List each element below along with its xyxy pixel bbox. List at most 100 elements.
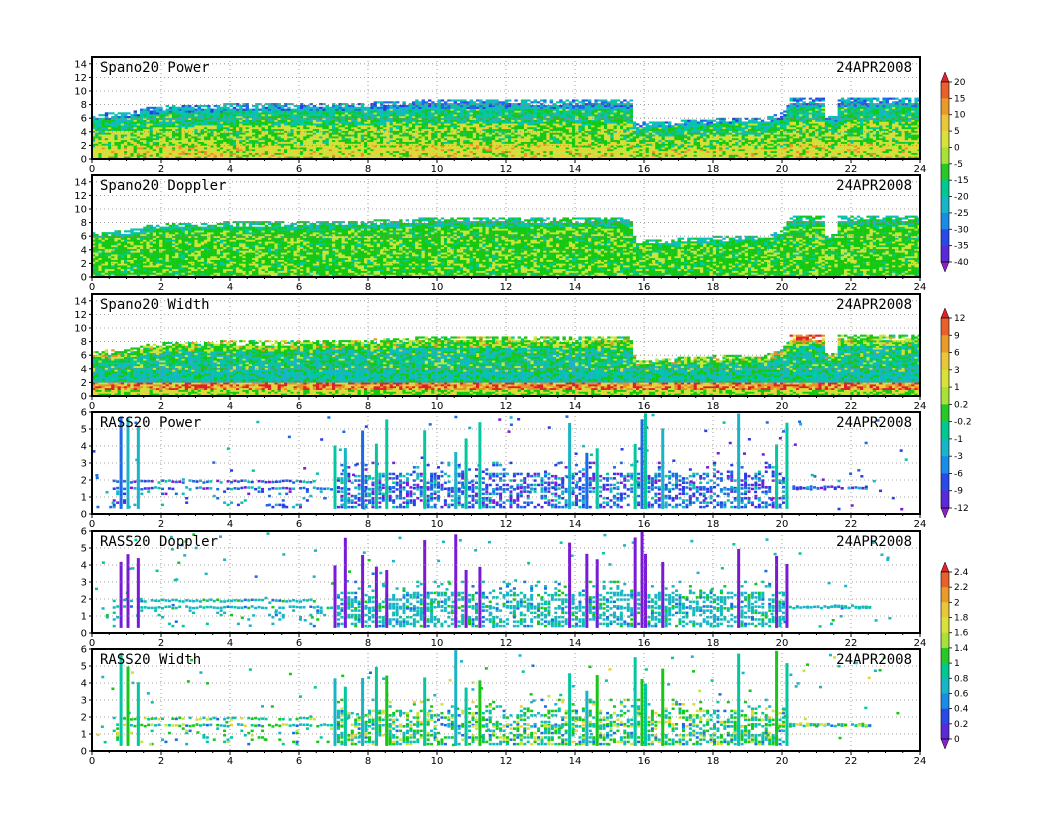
data-cell	[482, 123, 485, 125]
data-cell	[486, 132, 489, 134]
data-cell	[562, 147, 565, 149]
data-cell	[543, 153, 546, 155]
data-cell	[438, 134, 441, 136]
data-cell	[492, 153, 495, 155]
data-cell	[604, 99, 607, 101]
data-cell	[473, 151, 476, 153]
data-cell	[351, 151, 354, 153]
data-cell	[146, 110, 149, 112]
data-cell	[274, 123, 277, 125]
data-cell	[313, 129, 316, 131]
data-cell	[150, 140, 153, 142]
data-cell	[514, 142, 517, 144]
data-cell	[204, 155, 207, 157]
data-cell	[166, 127, 169, 129]
data-cell	[460, 121, 463, 123]
data-cell	[313, 131, 316, 133]
data-cell	[623, 109, 626, 111]
data-cell	[326, 112, 329, 114]
data-cell	[438, 109, 441, 111]
data-cell	[521, 121, 524, 123]
data-cell	[268, 132, 271, 134]
data-cell	[306, 155, 309, 157]
data-cell	[463, 105, 466, 107]
data-cell	[578, 149, 581, 151]
data-cell	[409, 125, 412, 127]
panel-spano20-power: 0 2 4 6 8 10 12 14 16 18 20 22 2402468101214 Spano20 …	[74, 57, 926, 175]
data-cell	[306, 149, 309, 151]
data-cell	[249, 118, 252, 120]
data-cell	[246, 107, 249, 109]
data-cell	[345, 155, 348, 157]
data-cell	[466, 136, 469, 138]
data-cell	[543, 129, 546, 131]
data-cell	[390, 136, 393, 138]
data-cell	[354, 123, 357, 125]
data-cell	[252, 116, 255, 118]
data-cell	[633, 149, 636, 151]
data-cell	[534, 155, 537, 157]
data-cell	[514, 99, 517, 101]
data-cell	[489, 140, 492, 142]
data-cell	[604, 110, 607, 112]
data-cell	[495, 107, 498, 109]
data-cell	[210, 114, 213, 116]
data-cell	[466, 112, 469, 114]
data-cell	[281, 127, 284, 129]
data-cell	[569, 145, 572, 147]
data-cell	[226, 140, 229, 142]
data-cell	[594, 107, 597, 109]
data-cell	[354, 138, 357, 140]
data-cell	[361, 107, 364, 109]
data-cell	[607, 151, 610, 153]
data-cell	[489, 116, 492, 118]
data-cell	[313, 123, 316, 125]
data-cell	[514, 107, 517, 109]
data-cell	[633, 155, 636, 157]
data-cell	[489, 109, 492, 111]
data-cell	[348, 116, 351, 118]
data-cell	[258, 151, 261, 153]
data-cell	[342, 136, 345, 138]
data-cell	[562, 151, 565, 153]
data-cell	[306, 132, 309, 134]
data-cell	[303, 116, 306, 118]
data-cell	[284, 112, 287, 114]
data-cell	[297, 116, 300, 118]
data-cell	[425, 114, 428, 116]
data-cell	[476, 134, 479, 136]
data-cell	[505, 105, 508, 107]
data-cell	[601, 127, 604, 129]
data-cell	[252, 125, 255, 127]
data-cell	[582, 101, 585, 103]
data-cell	[396, 112, 399, 114]
data-cell	[194, 153, 197, 155]
data-cell	[146, 140, 149, 142]
data-cell	[316, 112, 319, 114]
data-cell	[566, 138, 569, 140]
data-cell	[169, 120, 172, 122]
data-cell	[578, 112, 581, 114]
data-cell	[505, 144, 508, 146]
data-cell	[172, 134, 175, 136]
data-cell	[374, 136, 377, 138]
data-cell	[591, 149, 594, 151]
data-cell	[207, 114, 210, 116]
data-cell	[396, 151, 399, 153]
data-cell	[399, 140, 402, 142]
data-cell	[329, 112, 332, 114]
data-cell	[380, 114, 383, 116]
data-cell	[134, 140, 137, 142]
data-cell	[326, 134, 329, 136]
data-cell	[390, 116, 393, 118]
data-cell	[498, 120, 501, 122]
data-cell	[495, 127, 498, 129]
data-cell	[166, 153, 169, 155]
data-cell	[460, 109, 463, 111]
data-cell	[380, 147, 383, 149]
data-cell	[575, 109, 578, 111]
data-cell	[498, 138, 501, 140]
data-cell	[534, 142, 537, 144]
data-cell	[508, 123, 511, 125]
data-cell	[338, 140, 341, 142]
